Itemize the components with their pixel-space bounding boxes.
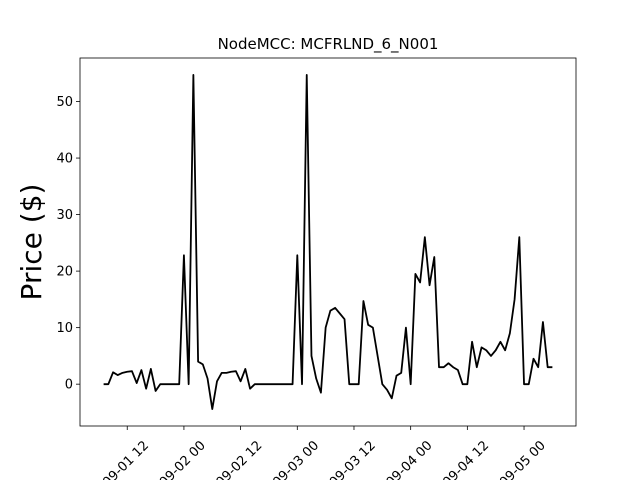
plot-frame: [79, 57, 577, 427]
y-tick-label: 20: [56, 265, 73, 280]
y-axis-label: Price ($): [15, 184, 48, 301]
x-tick-label: 09-05 00: [497, 438, 549, 480]
x-tick-label: 09-02 00: [157, 438, 209, 480]
y-tick-label: 50: [56, 95, 73, 110]
y-tick-label: 40: [56, 152, 73, 167]
price-line: [103, 74, 553, 410]
x-tick-label: 09-02 12: [213, 438, 265, 480]
x-tick-label: 09-03 00: [270, 438, 322, 480]
x-tick-label: 09-03 12: [327, 438, 379, 480]
x-tick-label: 09-04 12: [440, 438, 492, 480]
x-tick-label: 09-01 12: [100, 438, 152, 480]
chart-title: NodeMCC: MCFRLND_6_N001: [218, 35, 439, 54]
y-tick-label: 10: [56, 321, 73, 336]
y-tick-label: 0: [65, 378, 73, 393]
x-tick-label: 09-04 00: [384, 438, 436, 480]
y-tick-label: 30: [56, 208, 73, 223]
